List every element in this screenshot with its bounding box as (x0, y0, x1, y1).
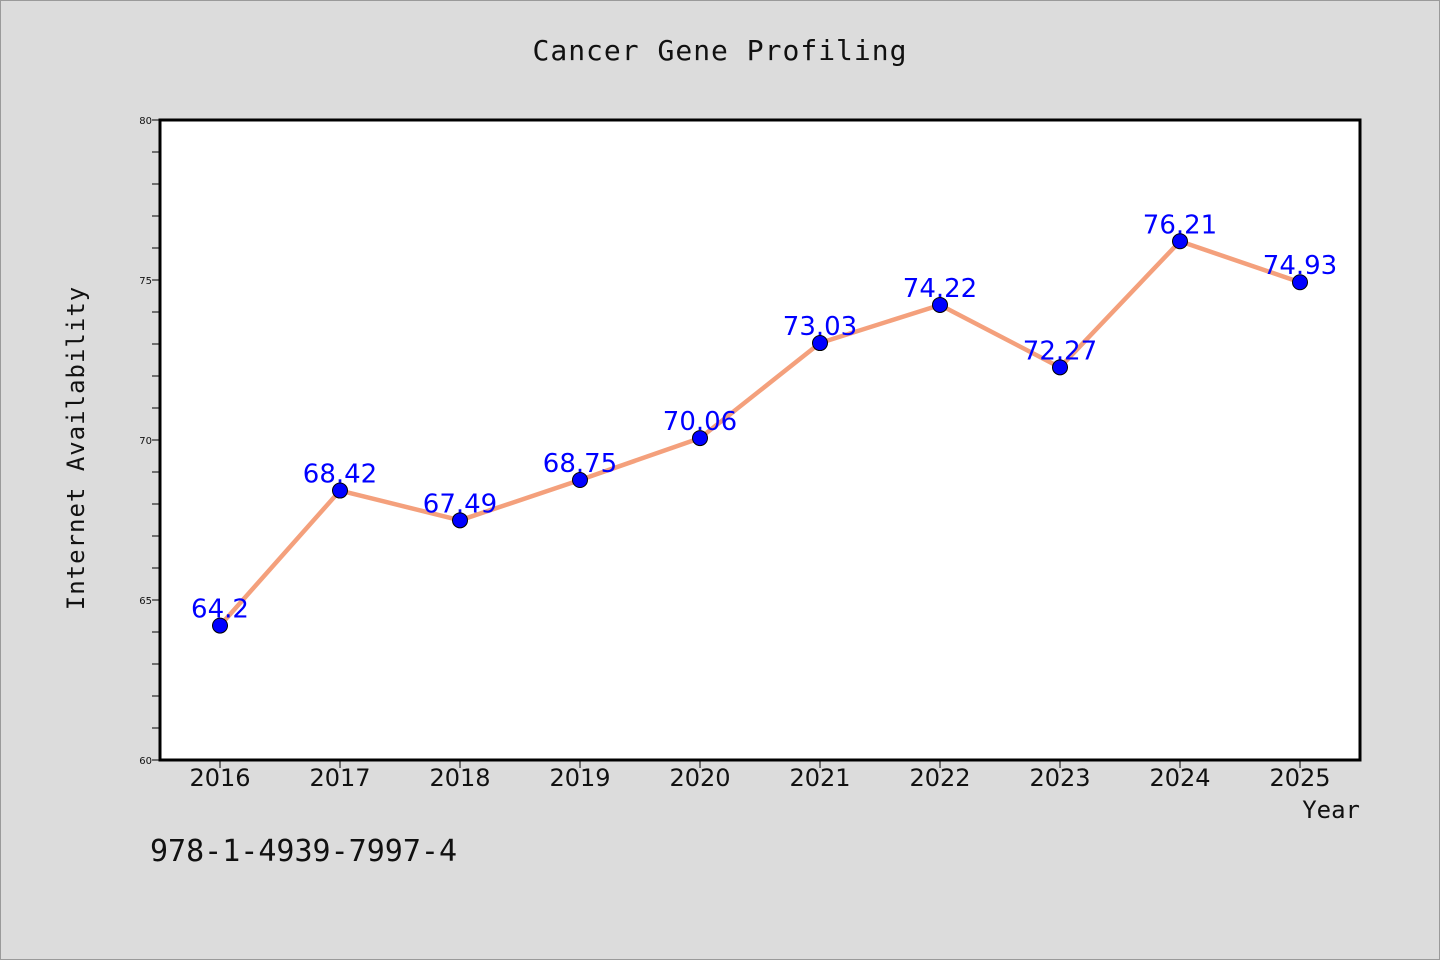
x-tick-label: 2022 (909, 764, 970, 792)
data-point (692, 430, 708, 447)
data-point (1292, 274, 1308, 291)
x-tick-label: 2020 (669, 764, 730, 792)
y-tick-label: 80 (139, 116, 152, 127)
data-labels: 64.2 68.42 67.49 68.75 70.06 73.03 74.22 72.27 7… (191, 210, 1337, 624)
x-tick-label: 2018 (429, 764, 490, 792)
data-label: 73.03 (783, 312, 857, 342)
x-tick-label: 2023 (1029, 764, 1090, 792)
data-label: 70.06 (663, 407, 737, 437)
data-point (452, 512, 468, 529)
x-tick-label: 2016 (189, 764, 250, 792)
data-label: 74.93 (1263, 251, 1337, 281)
x-tick-label: 2021 (789, 764, 850, 792)
chart-title: Cancer Gene Profiling (532, 34, 908, 67)
y-tick-label: 60 (139, 756, 152, 767)
x-tick-label: 2025 (1269, 764, 1330, 792)
y-axis-ticks: 60 65 70 75 80 (139, 116, 160, 767)
x-tick-label: 2019 (549, 764, 610, 792)
series-group (212, 233, 1308, 634)
data-point (812, 335, 828, 352)
data-label: 76.21 (1143, 210, 1217, 240)
x-axis-ticks: 2016 2017 2018 2019 2020 2021 2022 2023 2024 2025 (189, 760, 1331, 792)
data-label: 64.2 (191, 595, 249, 625)
data-label: 72.27 (1023, 336, 1097, 366)
data-label: 68.42 (303, 460, 377, 490)
isbn-code: 978-1-4939-7997-4 (150, 834, 458, 869)
data-point (1052, 359, 1068, 376)
y-tick-label: 75 (139, 276, 152, 287)
x-tick-label: 2017 (309, 764, 370, 792)
x-axis-label: Year (1302, 796, 1360, 824)
data-label: 74.22 (903, 274, 977, 304)
data-label: 68.75 (543, 449, 617, 479)
plot-area (158, 118, 1362, 762)
data-point (932, 296, 948, 313)
data-label: 67.49 (423, 489, 497, 519)
data-point (332, 482, 348, 499)
x-tick-label: 2024 (1149, 764, 1210, 792)
data-point (1172, 233, 1188, 250)
data-point (572, 472, 588, 488)
y-tick-label: 65 (139, 596, 152, 607)
data-point (212, 617, 228, 634)
y-tick-label: 70 (139, 436, 152, 447)
series-line (218, 239, 1301, 628)
